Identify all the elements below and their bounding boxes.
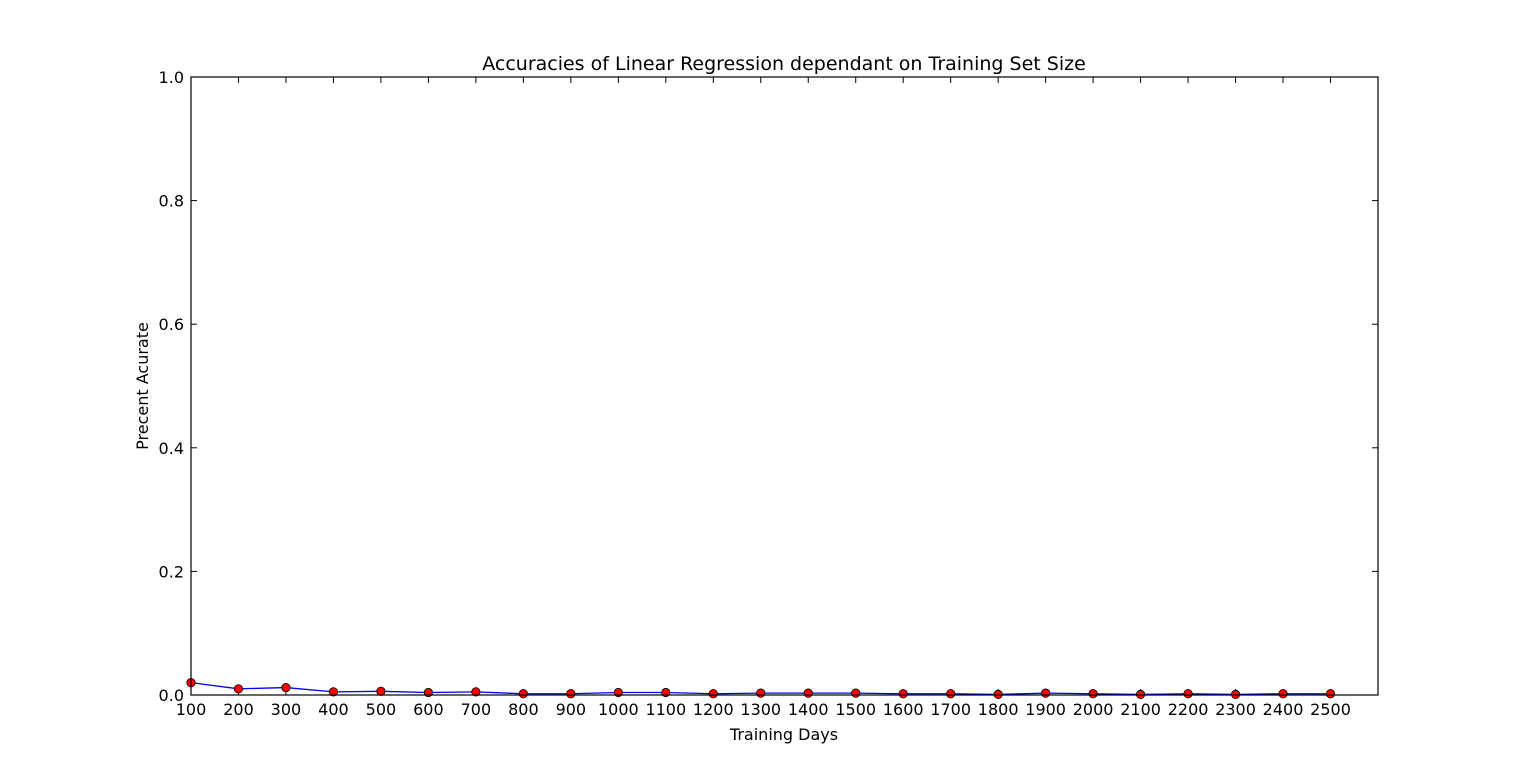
data-point (518, 689, 528, 699)
x-tick-label: 2400 (1263, 700, 1304, 719)
x-tick-label: 300 (271, 700, 302, 719)
y-tick-label: 0.0 (159, 686, 184, 705)
data-point (803, 688, 813, 698)
data-point (898, 689, 908, 699)
x-tick-label: 100 (176, 700, 207, 719)
x-axis-label: Training Days (729, 725, 838, 744)
y-tick-label: 1.0 (159, 68, 184, 87)
x-axis-ticks: 100 200 300 400 500 600 700 800 900 1000 1100 1200 1… (176, 77, 1351, 719)
x-tick-label: 1500 (835, 700, 876, 719)
x-tick-label: 700 (461, 700, 492, 719)
y-axis-label: Precent Acurate (133, 322, 152, 450)
data-point (708, 689, 718, 699)
y-tick-label: 0.8 (159, 192, 184, 211)
data-point (756, 688, 766, 698)
data-point (1041, 688, 1051, 698)
x-tick-label: 800 (508, 700, 539, 719)
x-tick-label: 1400 (788, 700, 829, 719)
data-point (566, 689, 576, 699)
x-tick-label: 900 (556, 700, 587, 719)
x-tick-label: 500 (366, 700, 397, 719)
series-layer (186, 678, 1336, 699)
data-point (851, 688, 861, 698)
x-tick-label: 1100 (645, 700, 686, 719)
x-tick-label: 600 (413, 700, 444, 719)
y-axis-ticks: 0.0 0.2 0.4 0.6 0.8 1.0 (159, 68, 1378, 705)
chart-title: Accuracies of Linear Regression dependan… (482, 53, 1086, 75)
data-point (328, 687, 339, 697)
x-tick-label: 2100 (1120, 700, 1161, 719)
x-tick-label: 1700 (930, 700, 971, 719)
y-tick-label: 0.6 (159, 315, 184, 334)
data-point (1136, 689, 1146, 699)
x-tick-label: 200 (223, 700, 254, 719)
data-point (1183, 689, 1193, 699)
plot-area-frame (190, 76, 1379, 696)
data-point (281, 682, 291, 693)
data-point (1278, 689, 1288, 699)
x-tick-label: 400 (318, 700, 349, 719)
x-tick-label: 1800 (978, 700, 1019, 719)
data-point (471, 687, 481, 697)
data-point (1088, 689, 1098, 699)
data-point (946, 689, 956, 699)
data-point (993, 689, 1003, 699)
y-tick-label: 0.4 (159, 439, 184, 458)
x-tick-label: 2000 (1073, 700, 1114, 719)
x-tick-label: 2300 (1215, 700, 1256, 719)
data-point (1325, 689, 1336, 699)
x-tick-label: 1000 (598, 700, 639, 719)
x-tick-label: 1900 (1025, 700, 1066, 719)
data-point (1230, 689, 1241, 699)
data-point (376, 686, 386, 696)
x-tick-label: 1200 (693, 700, 734, 719)
y-tick-label: 0.2 (159, 562, 184, 581)
x-tick-label: 2200 (1168, 700, 1209, 719)
x-tick-label: 1600 (883, 700, 924, 719)
x-tick-label: 2500 (1310, 700, 1351, 719)
x-tick-label: 1300 (740, 700, 781, 719)
data-point (233, 684, 244, 694)
